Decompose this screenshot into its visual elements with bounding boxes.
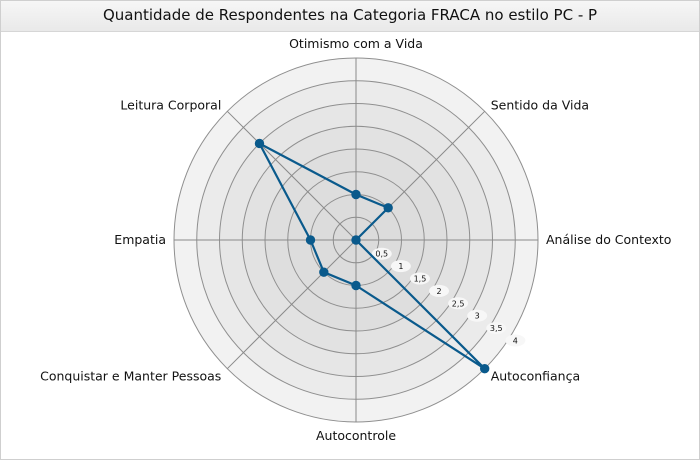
tick-label-bg	[448, 297, 469, 310]
data-point	[479, 363, 490, 374]
data-point	[305, 235, 316, 245]
data-point	[254, 138, 265, 149]
tick-label: 2,5	[452, 299, 465, 308]
chart-title: Quantidade de Respondentes na Categoria …	[102, 6, 598, 24]
tick-label-bg	[505, 334, 526, 347]
tick-label: 0,5	[375, 250, 388, 259]
category-label: Empatia	[114, 232, 166, 247]
tick-label: 1,5	[414, 275, 427, 284]
tick-label-bg	[429, 284, 450, 297]
category-label: Conquistar e Manter Pessoas	[40, 369, 221, 384]
category-label: Leitura Corporal	[120, 97, 221, 112]
tick-label: 2	[436, 287, 441, 296]
category-label: Sentido da Vida	[491, 97, 589, 112]
tick-label-bg	[371, 247, 392, 260]
tick-label: 3	[475, 312, 480, 321]
grid-spoke	[226, 110, 357, 241]
tick-label-bg	[409, 272, 430, 285]
tick-label-bg	[390, 260, 411, 273]
tick-label: 4	[513, 336, 518, 345]
tick-label-bg	[467, 309, 488, 322]
title-bar: Quantidade de Respondentes na Categoria …	[1, 1, 699, 32]
category-label: Autoconfiança	[491, 369, 580, 384]
category-label: Autocontrole	[316, 428, 396, 443]
data-point	[351, 189, 361, 200]
data-point	[383, 203, 393, 213]
category-label: Análise do Contexto	[546, 232, 671, 247]
tick-label-bg	[486, 322, 507, 335]
data-point	[351, 280, 361, 291]
data-point	[351, 235, 361, 245]
category-label: Otimismo com a Vida	[289, 36, 423, 51]
grid-spoke	[226, 239, 357, 370]
tick-label: 3,5	[490, 324, 503, 333]
data-point	[319, 267, 329, 277]
tick-label: 1	[398, 262, 403, 271]
